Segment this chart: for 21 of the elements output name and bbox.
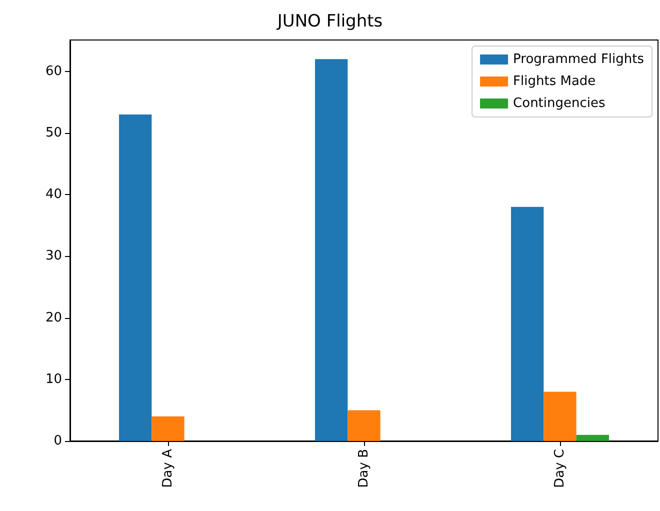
y-tick-label: 50 <box>45 126 62 141</box>
y-tick-label: 20 <box>45 310 62 326</box>
y-tick-label: 0 <box>54 434 62 448</box>
y-tick-label: 60 <box>45 64 62 79</box>
x-tick-label: Day C <box>552 449 568 488</box>
x-tick-label: Day B <box>356 449 372 488</box>
bar <box>152 416 184 441</box>
legend-label: Contingencies <box>513 96 606 111</box>
legend-label: Flights Made <box>513 74 596 89</box>
x-tick-label: Day A <box>160 448 176 488</box>
bar <box>119 114 152 441</box>
bar <box>576 434 609 441</box>
y-tick-label: 10 <box>45 372 62 387</box>
y-tick-label: 40 <box>45 187 62 202</box>
bar <box>511 206 544 441</box>
legend-label: Programmed Flights <box>513 52 644 67</box>
y-tick-label: 30 <box>45 248 62 264</box>
bar <box>315 59 348 441</box>
bar <box>544 392 576 441</box>
bar <box>348 410 380 441</box>
chart-title: JUNO Flights <box>276 12 383 32</box>
